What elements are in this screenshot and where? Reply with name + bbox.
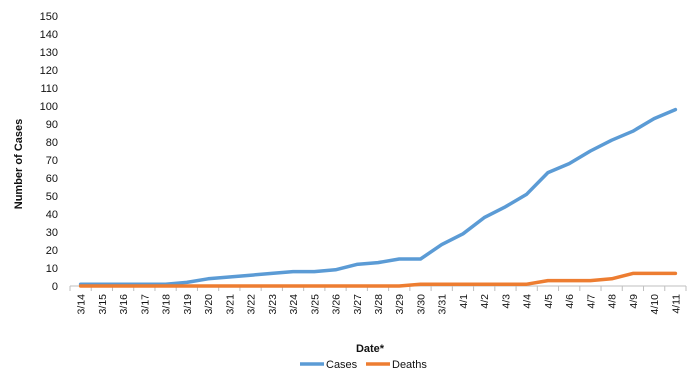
x-tick-label: 4/9 (628, 294, 640, 309)
x-axis: 3/14 3/15 3/16 3/17 3/18 3/19 3/20 3/21 3/22 3/23… (69, 285, 687, 315)
y-tick-label: 140 (40, 29, 58, 41)
series-line-cases (78, 107, 678, 286)
x-tick-label: 4/8 (607, 294, 619, 309)
legend-label-cases: Cases (326, 359, 358, 371)
y-tick-label: 80 (46, 137, 58, 149)
y-axis: 0 10 20 30 40 50 60 70 80 90 100 110 120 130 140 150 (40, 11, 58, 293)
x-tick-label: 3/28 (373, 294, 385, 315)
legend-label-deaths: Deaths (392, 359, 427, 371)
x-axis-title: Date* (356, 343, 385, 355)
x-tick-label: 4/2 (479, 294, 491, 309)
x-tick-label: 3/16 (118, 294, 130, 315)
x-tick-label: 4/6 (564, 294, 576, 309)
y-tick-label: 20 (46, 245, 58, 257)
x-tick-label: 3/23 (267, 294, 279, 315)
y-tick-label: 10 (46, 263, 58, 275)
x-tick-label: 4/11 (670, 294, 682, 314)
x-tick-label: 4/10 (649, 294, 661, 315)
x-tick-label: 3/29 (394, 294, 406, 315)
legend: Cases Deaths (300, 359, 427, 371)
y-tick-label: 30 (46, 227, 58, 239)
x-tick-label: 4/3 (500, 294, 512, 309)
x-tick-label: 3/26 (331, 294, 343, 315)
y-tick-label: 150 (40, 11, 58, 23)
x-tick-label: 3/22 (246, 294, 258, 315)
y-tick-label: 120 (40, 65, 58, 77)
y-tick-label: 90 (46, 119, 58, 131)
x-tick-label: 4/5 (543, 294, 555, 309)
y-tick-label: 0 (52, 281, 58, 293)
y-tick-label: 110 (40, 83, 58, 95)
y-tick-label: 130 (40, 47, 58, 59)
x-tick-label: 3/19 (182, 294, 194, 315)
x-tick-label: 3/30 (415, 294, 427, 315)
x-tick-label: 4/1 (458, 294, 470, 309)
x-tick-label: 3/20 (203, 294, 215, 315)
y-axis-title: Number of Cases (13, 119, 25, 209)
y-tick-label: 60 (46, 173, 58, 185)
x-tick-label: 3/14 (76, 294, 88, 315)
x-tick-label: 4/7 (585, 294, 597, 309)
x-tick-label: 3/25 (309, 294, 321, 315)
x-tick-label: 3/21 (224, 294, 236, 315)
series-line-deaths (78, 271, 678, 288)
y-tick-label: 70 (46, 155, 58, 167)
x-tick-label: 3/27 (352, 294, 364, 315)
x-tick-label: 3/18 (161, 294, 173, 315)
y-tick-label: 40 (46, 209, 58, 221)
y-tick-label: 50 (46, 191, 58, 203)
x-tick-label: 3/17 (139, 294, 151, 315)
x-tick-label: 4/4 (522, 294, 534, 309)
x-tick-label: 3/31 (437, 294, 449, 315)
x-tick-label: 3/24 (288, 294, 300, 315)
series-layer (78, 107, 678, 288)
y-tick-label: 100 (40, 101, 58, 113)
x-tick-label: 3/15 (97, 294, 109, 315)
